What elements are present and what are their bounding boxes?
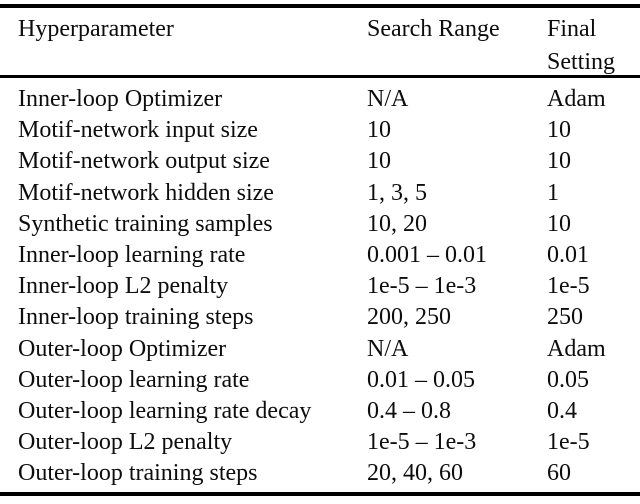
cell-final-setting: Adam (547, 335, 606, 362)
table-row: Inner-loop Optimizer N/A Adam (0, 84, 640, 115)
cell-search-range: 1e-5 – 1e-3 (367, 429, 477, 456)
cell-final-setting: 0.01 (547, 241, 589, 268)
cell-final-setting: Adam (547, 86, 606, 112)
table-body: Inner-loop Optimizer N/A Adam Motif-netw… (0, 78, 640, 489)
cell-search-range: 1, 3, 5 (367, 179, 427, 206)
cell-search-range: 10 (367, 148, 391, 175)
table-row: Motif-network hidden size 1, 3, 5 1 (0, 178, 640, 209)
cell-hyperparameter: Outer-loop learning rate decay (18, 397, 312, 424)
cell-search-range: 0.4 – 0.8 (367, 397, 451, 424)
cell-hyperparameter: Motif-network hidden size (18, 179, 274, 206)
table-row: Outer-loop L2 penalty 1e-5 – 1e-3 1e-5 (0, 427, 640, 458)
cell-final-setting: 10 (547, 148, 571, 175)
cell-final-setting: 10 (547, 210, 571, 237)
cell-hyperparameter: Inner-loop Optimizer (18, 86, 223, 112)
cell-search-range: 0.01 – 0.05 (367, 366, 475, 393)
cell-final-setting: 250 (547, 304, 583, 331)
cell-final-setting: 10 (547, 117, 571, 144)
cell-final-setting: 0.05 (547, 366, 589, 393)
header-rule (0, 75, 640, 78)
cell-search-range: 10, 20 (367, 210, 427, 237)
cell-hyperparameter: Synthetic training samples (18, 210, 273, 237)
top-rule (0, 4, 640, 8)
bottom-rule (0, 492, 640, 497)
cell-final-setting: 1e-5 (547, 273, 590, 300)
table-row: Outer-loop training steps 20, 40, 60 60 (0, 458, 640, 489)
table-row: Motif-network output size 10 10 (0, 146, 640, 177)
cell-final-setting: 1 (547, 179, 559, 206)
cell-final-setting: 60 (547, 460, 571, 487)
table-row: Motif-network input size 10 10 (0, 115, 640, 146)
cell-search-range: 200, 250 (367, 304, 451, 331)
cell-search-range: 20, 40, 60 (367, 460, 463, 487)
table-row: Inner-loop learning rate 0.001 – 0.01 0.… (0, 240, 640, 271)
table-header-row: Hyperparameter Search Range Final Settin… (0, 8, 640, 75)
cell-search-range: 1e-5 – 1e-3 (367, 273, 477, 300)
cell-search-range: 10 (367, 117, 391, 144)
column-header-search-range: Search Range (367, 16, 500, 42)
column-header-hyperparameter: Hyperparameter (18, 16, 174, 42)
cell-hyperparameter: Motif-network output size (18, 148, 270, 175)
cell-final-setting: 1e-5 (547, 429, 590, 456)
table-row: Synthetic training samples 10, 20 10 (0, 209, 640, 240)
cell-search-range: N/A (367, 86, 409, 112)
cell-search-range: N/A (367, 335, 409, 362)
column-header-final-setting: Final Setting (547, 16, 616, 75)
cell-hyperparameter: Inner-loop L2 penalty (18, 273, 229, 300)
table-row: Outer-loop learning rate 0.01 – 0.05 0.0… (0, 365, 640, 396)
table-row: Outer-loop learning rate decay 0.4 – 0.8… (0, 396, 640, 427)
cell-final-setting: 0.4 (547, 397, 577, 424)
cell-hyperparameter: Outer-loop training steps (18, 460, 258, 487)
cell-search-range: 0.001 – 0.01 (367, 241, 487, 268)
cell-hyperparameter: Outer-loop learning rate (18, 366, 250, 393)
table-row: Inner-loop L2 penalty 1e-5 – 1e-3 1e-5 (0, 271, 640, 302)
table-row: Outer-loop Optimizer N/A Adam (0, 334, 640, 365)
cell-hyperparameter: Motif-network input size (18, 117, 258, 144)
cell-hyperparameter: Inner-loop learning rate (18, 241, 246, 268)
cell-hyperparameter: Outer-loop L2 penalty (18, 429, 233, 456)
cell-hyperparameter: Inner-loop training steps (18, 304, 254, 331)
cell-hyperparameter: Outer-loop Optimizer (18, 335, 227, 362)
table-row: Inner-loop training steps 200, 250 250 (0, 302, 640, 333)
